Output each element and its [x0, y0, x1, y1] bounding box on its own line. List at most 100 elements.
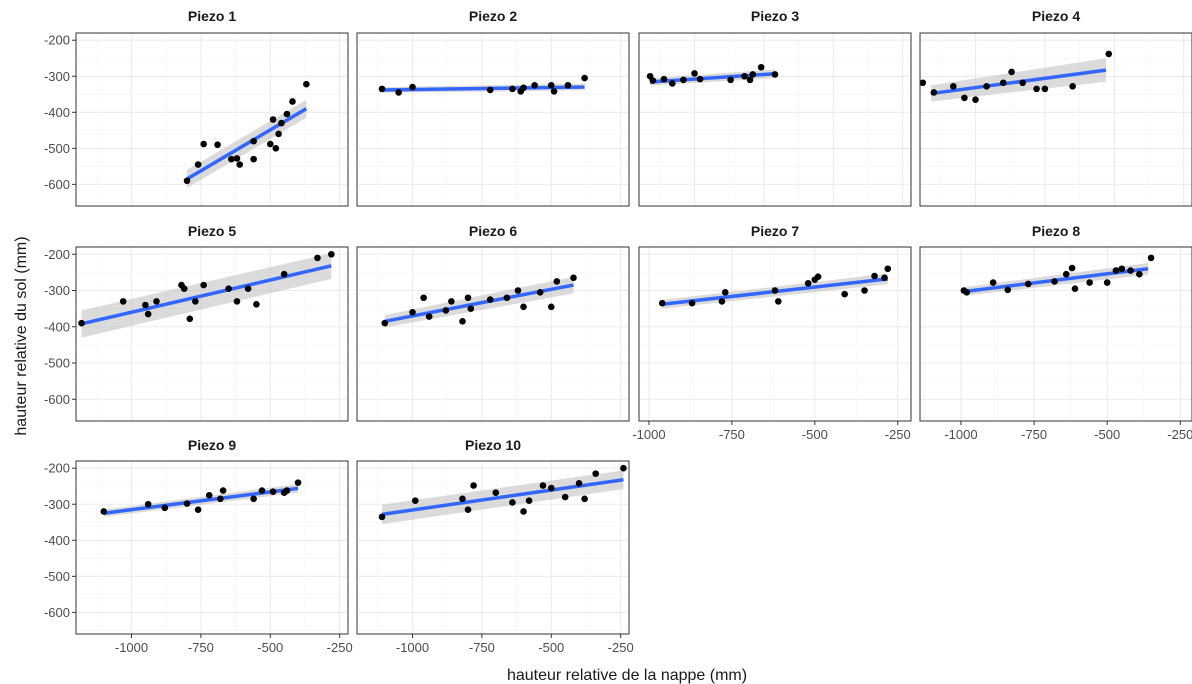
data-point	[258, 487, 266, 494]
data-point	[1041, 85, 1049, 93]
data-point	[1112, 267, 1120, 274]
data-point	[718, 298, 726, 305]
data-point	[881, 274, 888, 282]
data-point	[194, 506, 202, 513]
data-point	[861, 287, 868, 294]
x-tick-label: -1000	[632, 427, 665, 442]
data-point	[691, 70, 698, 77]
data-point	[547, 484, 555, 492]
facet-panel: Piezo 10 -1000 -750 -500 -250	[356, 437, 634, 655]
data-point	[244, 285, 252, 292]
y-tick-label: -300	[44, 497, 70, 512]
data-point	[660, 75, 668, 83]
data-point	[459, 318, 466, 325]
panel-border	[356, 246, 630, 422]
data-point	[142, 301, 149, 309]
panel-title: Piezo 1	[188, 8, 236, 24]
y-tick-label: -500	[44, 356, 70, 371]
panel-title: Piezo 7	[751, 223, 799, 239]
panel-title: Piezo 5	[188, 223, 236, 239]
data-point	[553, 278, 561, 285]
data-point	[250, 137, 257, 145]
data-point	[514, 287, 522, 294]
data-point	[1033, 85, 1040, 93]
panel-background	[639, 33, 911, 206]
y-tick-label: -400	[44, 105, 70, 120]
regression-line	[186, 107, 308, 181]
panel-title: Piezo 10	[465, 437, 521, 453]
data-point	[884, 265, 892, 273]
data-point	[950, 83, 957, 90]
data-point	[775, 298, 782, 305]
panel-background	[357, 247, 629, 421]
data-point	[186, 315, 194, 323]
data-point	[520, 303, 527, 311]
data-point	[180, 285, 188, 292]
data-point	[425, 313, 433, 320]
x-tick-label: -750	[188, 640, 214, 655]
data-point	[283, 110, 291, 118]
regression-line	[381, 478, 624, 517]
data-point	[144, 500, 152, 508]
data-point	[153, 298, 160, 305]
panel-background	[920, 33, 1192, 206]
data-point	[1105, 50, 1113, 58]
data-point	[275, 130, 282, 138]
data-point	[669, 80, 676, 87]
data-point	[1086, 279, 1093, 286]
data-point	[314, 254, 321, 262]
x-tick-label: -1000	[944, 427, 977, 442]
panel-border	[75, 460, 349, 635]
data-point	[78, 319, 85, 327]
data-point	[930, 89, 938, 96]
y-axis-title: hauteur relative du sol (mm)	[13, 236, 30, 435]
x-tick-label: -750	[1021, 427, 1047, 442]
data-point	[250, 495, 257, 503]
data-point	[200, 140, 207, 148]
data-point	[278, 119, 285, 127]
data-point	[814, 273, 822, 281]
data-point	[520, 84, 527, 92]
data-point	[1004, 286, 1012, 294]
y-tick-label: -600	[44, 392, 70, 407]
data-point	[1071, 285, 1079, 292]
data-point	[289, 98, 296, 105]
panel-title: Piezo 4	[1032, 8, 1080, 24]
data-point	[696, 75, 704, 83]
x-tick-label: -500	[257, 640, 283, 655]
data-point	[520, 508, 527, 515]
data-point	[328, 250, 335, 258]
data-point	[409, 83, 416, 91]
y-tick-label: -500	[44, 569, 70, 584]
regression-line	[81, 264, 332, 326]
x-tick-label: -250	[1167, 427, 1192, 442]
data-point	[503, 294, 511, 302]
facet-panel: Piezo 8 -1000 -750 -500 -250	[919, 223, 1192, 442]
y-tick-label: -600	[44, 605, 70, 620]
regression-line	[103, 486, 299, 515]
data-point	[746, 76, 754, 84]
data-point	[225, 285, 232, 292]
panel-title: Piezo 2	[469, 8, 517, 24]
y-tick-label: -200	[44, 461, 70, 476]
data-point	[531, 81, 538, 89]
data-point	[1118, 265, 1126, 273]
panels-layer: Piezo 1 -200 -300 -400 -500 -600 Piezo 2 Piezo …	[44, 8, 1192, 655]
panel-border	[356, 460, 630, 635]
data-point	[1051, 278, 1058, 285]
data-point	[841, 290, 848, 298]
data-point	[727, 76, 734, 84]
x-tick-label: -1000	[396, 640, 429, 655]
data-point	[470, 482, 477, 489]
x-tick-label: -750	[469, 640, 495, 655]
data-point	[395, 89, 402, 96]
facet-panel: Piezo 6	[356, 223, 630, 422]
data-point	[283, 487, 291, 494]
data-point	[1024, 280, 1032, 288]
data-point	[570, 274, 577, 282]
data-point	[536, 289, 544, 296]
x-tick-label: -500	[1094, 427, 1120, 442]
data-point	[269, 116, 277, 123]
data-point	[999, 79, 1007, 87]
